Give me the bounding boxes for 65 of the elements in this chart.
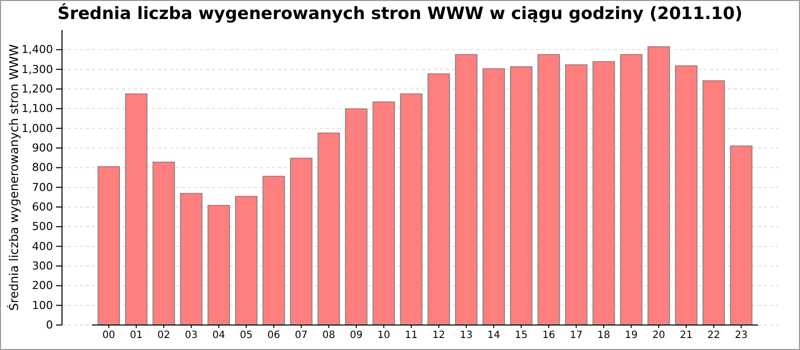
y-tick-label: 1,000 xyxy=(22,122,53,135)
y-tick-label: 300 xyxy=(32,260,53,273)
x-tick-label: 04 xyxy=(212,330,226,342)
y-tick-label: 1,100 xyxy=(22,102,53,116)
bar xyxy=(455,54,478,326)
bar xyxy=(152,162,175,326)
bar xyxy=(648,46,670,326)
y-tick-label: 200 xyxy=(32,279,53,292)
bar xyxy=(482,68,505,326)
y-axis-title: Średnia liczba wygenerowanych stron WWW xyxy=(6,44,21,311)
bar xyxy=(125,93,148,326)
y-tick-label: 400 xyxy=(32,240,53,253)
x-tick-label: 17 xyxy=(570,330,583,342)
x-tick-label: 00 xyxy=(102,330,116,342)
x-tick-label: 18 xyxy=(597,330,610,342)
bar xyxy=(702,80,725,326)
x-tick-label: 13 xyxy=(460,330,473,342)
x-tick-label: 10 xyxy=(377,330,390,342)
y-tick-label: 500 xyxy=(32,220,53,234)
bar xyxy=(98,166,120,326)
bar xyxy=(428,73,450,326)
x-tick-label: 22 xyxy=(707,330,720,342)
y-tick-label: 1,400 xyxy=(22,43,53,56)
bar xyxy=(510,66,532,326)
bar xyxy=(345,108,368,326)
bar xyxy=(290,158,312,326)
y-tick-label: 100 xyxy=(32,298,53,312)
y-tick-label: 900 xyxy=(32,142,53,155)
y-tick-label: 800 xyxy=(32,161,53,174)
x-tick-label: 08 xyxy=(322,330,336,342)
x-tick-label: 12 xyxy=(432,330,446,342)
y-tick-label: 600 xyxy=(32,200,53,214)
x-tick-label: 06 xyxy=(267,330,280,342)
chart-title: Średnia liczba wygenerowanych stron WWW w ciągu godziny (2011.10) xyxy=(58,3,742,24)
x-tick-label: 02 xyxy=(157,330,170,342)
bar xyxy=(565,64,588,326)
y-tick-label: 1,300 xyxy=(22,62,53,76)
bar xyxy=(235,196,258,326)
x-tick-label: 03 xyxy=(184,330,198,342)
bar xyxy=(318,132,340,326)
x-tick-label: 23 xyxy=(734,330,748,342)
x-tick-label: 01 xyxy=(130,330,143,342)
y-tick-label: 1,200 xyxy=(22,82,53,96)
bar xyxy=(372,101,395,326)
x-tick-label: 16 xyxy=(542,330,556,342)
bar xyxy=(208,204,230,326)
x-tick-label: 11 xyxy=(404,330,418,342)
x-tick-label: 15 xyxy=(514,330,528,342)
x-tick-label: 20 xyxy=(652,330,666,342)
bar xyxy=(262,176,285,326)
bar xyxy=(180,192,202,326)
bar xyxy=(730,146,752,326)
bar xyxy=(620,54,642,326)
x-tick-label: 14 xyxy=(487,330,500,342)
bar xyxy=(592,61,615,326)
x-tick-label: 07 xyxy=(294,330,308,342)
bar xyxy=(400,93,422,326)
x-tick-label: 21 xyxy=(680,330,693,342)
y-tick-label: 0 xyxy=(46,318,53,332)
y-tick-label: 700 xyxy=(32,180,53,194)
bar xyxy=(538,54,560,326)
x-tick-label: 05 xyxy=(240,330,253,342)
bar xyxy=(675,65,698,326)
x-tick-label: 19 xyxy=(624,330,638,342)
x-tick-label: 09 xyxy=(350,330,363,342)
